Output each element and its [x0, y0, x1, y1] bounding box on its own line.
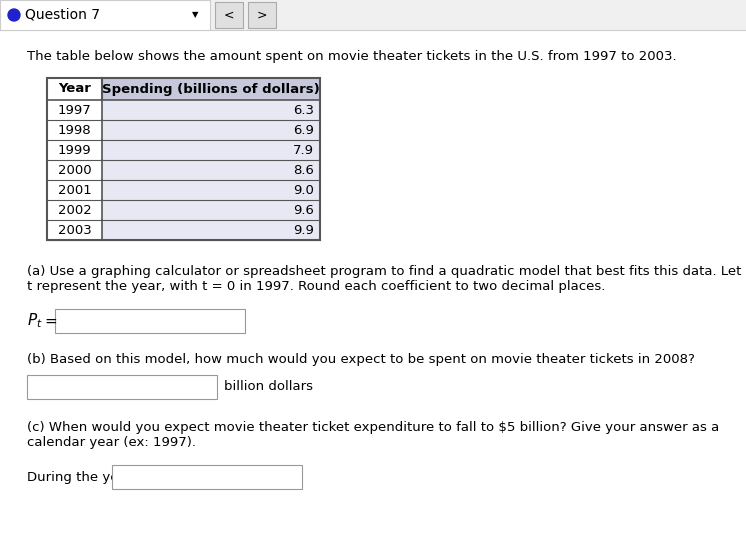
Bar [112, 465, 302, 489]
Bar [47, 160, 102, 180]
Bar [47, 78, 320, 240]
Text: t represent the year, with t = 0 in 1997. Round each coefficient to two decimal : t represent the year, with t = 0 in 1997… [27, 280, 605, 293]
Text: <: < [224, 8, 234, 22]
Text: Question 7: Question 7 [25, 8, 100, 22]
Text: Year: Year [58, 82, 91, 96]
Text: 8.6: 8.6 [293, 163, 314, 176]
Text: 9.6: 9.6 [293, 203, 314, 216]
Bar [102, 78, 320, 100]
Text: 1999: 1999 [57, 143, 91, 156]
Text: 6.9: 6.9 [293, 123, 314, 137]
Bar [47, 220, 102, 240]
Text: 9.0: 9.0 [293, 183, 314, 196]
Text: ▼: ▼ [192, 11, 198, 19]
Text: calendar year (ex: 1997).: calendar year (ex: 1997). [27, 436, 196, 449]
Bar [47, 140, 102, 160]
Bar [0, 0, 210, 30]
Bar [47, 78, 102, 100]
Bar [215, 2, 243, 28]
Bar [47, 200, 102, 220]
Bar [102, 180, 320, 200]
Text: During the year: During the year [27, 470, 132, 484]
Bar [102, 100, 320, 120]
Text: 2000: 2000 [57, 163, 91, 176]
Bar [102, 200, 320, 220]
Circle shape [8, 9, 20, 21]
Text: 9.9: 9.9 [293, 224, 314, 236]
Text: 2002: 2002 [57, 203, 91, 216]
Text: (a) Use a graphing calculator or spreadsheet program to find a quadratic model t: (a) Use a graphing calculator or spreads… [27, 265, 742, 278]
Text: >: > [257, 8, 267, 22]
Bar [47, 180, 102, 200]
Text: 1998: 1998 [57, 123, 91, 137]
Bar [0, 0, 746, 30]
Text: billion dollars: billion dollars [224, 380, 313, 394]
Text: Spending (billions of dollars): Spending (billions of dollars) [102, 82, 320, 96]
Text: 2003: 2003 [57, 224, 91, 236]
Bar [47, 100, 102, 120]
Bar [27, 375, 217, 399]
Bar [102, 160, 320, 180]
Bar [47, 120, 102, 140]
Text: 1997: 1997 [57, 103, 91, 117]
Text: The table below shows the amount spent on movie theater tickets in the U.S. from: The table below shows the amount spent o… [27, 50, 677, 63]
Bar [248, 2, 276, 28]
Bar [55, 309, 245, 333]
Text: $P_t$: $P_t$ [27, 312, 43, 330]
Text: 7.9: 7.9 [293, 143, 314, 156]
Text: (c) When would you expect movie theater ticket expenditure to fall to $5 billion: (c) When would you expect movie theater … [27, 421, 719, 434]
Bar [102, 220, 320, 240]
Bar [102, 120, 320, 140]
Bar [102, 140, 320, 160]
Text: =: = [44, 314, 57, 329]
Text: (b) Based on this model, how much would you expect to be spent on movie theater : (b) Based on this model, how much would … [27, 353, 695, 366]
Text: 6.3: 6.3 [293, 103, 314, 117]
Text: 2001: 2001 [57, 183, 91, 196]
